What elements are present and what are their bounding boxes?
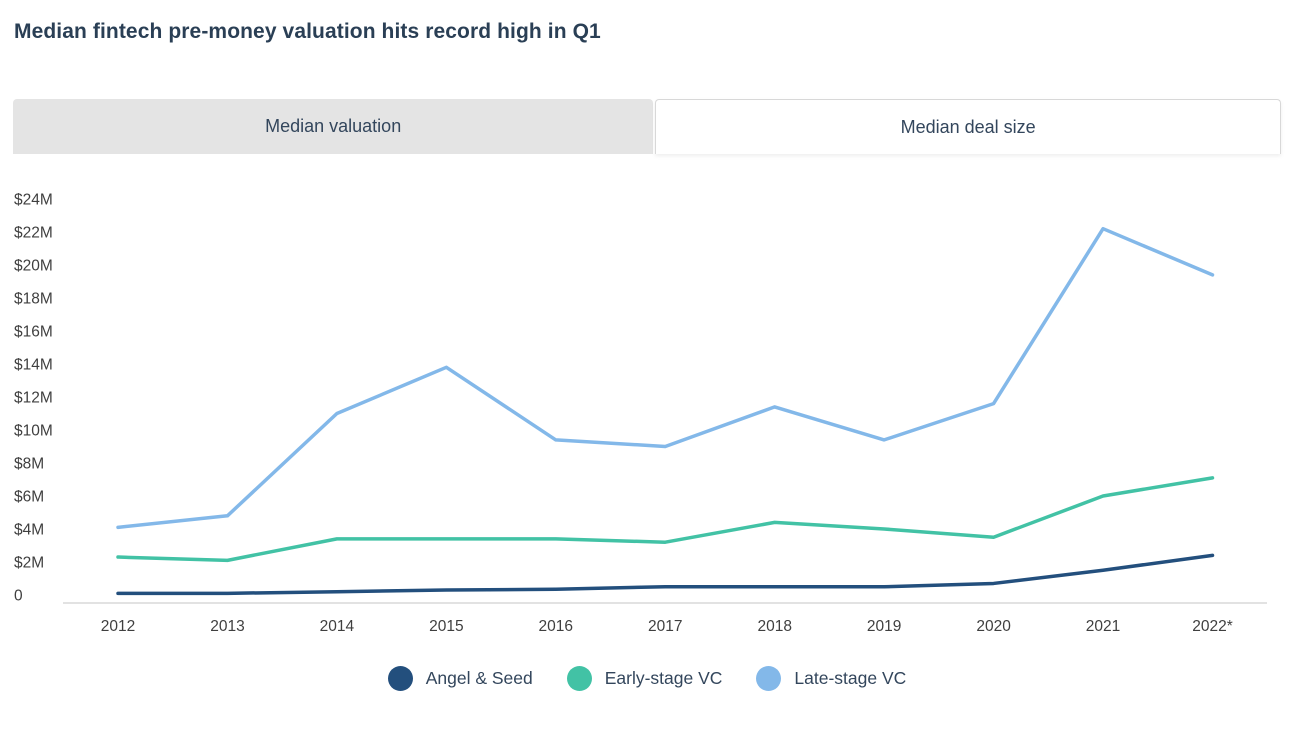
tab-median-deal-size-label: Median deal size — [900, 116, 1036, 137]
legend-label-late-stage-vc: Late-stage VC — [794, 668, 907, 688]
line-chart: 0 $2M $4M $6M $8M $10M $12M $14M $16M $18M $20M $22… — [0, 160, 1294, 640]
y-axis-tick-label: $8M — [14, 456, 44, 473]
tab-median-valuation-label: Median valuation — [265, 116, 402, 136]
x-axis-tick-label: 2013 — [210, 618, 244, 635]
x-axis-tick-label: 2014 — [320, 618, 355, 635]
y-axis-tick-label: $16M — [14, 324, 53, 341]
series-line-angel-seed — [116, 553, 1215, 596]
tab-median-deal-size[interactable]: Median deal size — [655, 99, 1281, 154]
late-stage-vc-swatch-icon — [756, 666, 782, 691]
y-axis-tick-label: $20M — [14, 258, 53, 275]
legend-item-late-stage-vc[interactable]: Late-stage VC — [756, 666, 906, 691]
x-axis-tick-label: 2016 — [539, 618, 573, 635]
x-axis-tick-label: 2019 — [867, 618, 901, 635]
page-title: Median fintech pre-money valuation hits … — [14, 20, 601, 43]
x-axis-tick-label: 2015 — [429, 618, 463, 635]
chart-canvas: 0 $2M $4M $6M $8M $10M $12M $14M $16M $18M $20M $22… — [14, 192, 1267, 635]
y-axis-tick-label: $22M — [14, 225, 53, 242]
legend-item-angel-seed[interactable]: Angel & Seed — [387, 666, 533, 691]
y-axis-tick-label: 0 — [14, 588, 23, 605]
x-axis-tick-label: 2022* — [1192, 618, 1233, 635]
series-line-late-stage-vc — [116, 226, 1215, 530]
y-axis-tick-label: $2M — [14, 555, 44, 572]
legend-label-early-stage-vc: Early-stage VC — [604, 668, 723, 688]
early-stage-vc-swatch-icon — [566, 666, 592, 691]
legend-item-early-stage-vc[interactable]: Early-stage VC — [566, 666, 723, 691]
y-axis-tick-label: $24M — [14, 192, 53, 209]
y-axis-tick-label: $4M — [14, 522, 44, 539]
y-axis-tick-label: $10M — [14, 423, 53, 440]
y-axis-tick-label: $12M — [14, 390, 53, 407]
x-axis-tick-label: 2012 — [101, 618, 135, 635]
angel-seed-swatch-icon — [387, 666, 413, 691]
x-axis-tick-label: 2017 — [648, 618, 682, 635]
y-axis-tick-label: $14M — [14, 357, 53, 374]
x-axis-tick-label: 2020 — [976, 618, 1011, 635]
y-axis-tick-label: $6M — [14, 489, 44, 506]
series-line-early-stage-vc — [116, 476, 1215, 563]
tab-median-valuation[interactable]: Median valuation — [13, 99, 654, 154]
x-axis-tick-label: 2018 — [757, 618, 791, 635]
x-axis-tick-label: 2021 — [1086, 618, 1120, 635]
y-axis-tick-label: $18M — [14, 291, 53, 308]
chart-legend: Angel & Seed Early-stage VC Late-stage V… — [0, 666, 1294, 691]
tab-bar: Median valuation Median deal size — [13, 99, 1281, 154]
legend-label-angel-seed: Angel & Seed — [425, 668, 533, 688]
